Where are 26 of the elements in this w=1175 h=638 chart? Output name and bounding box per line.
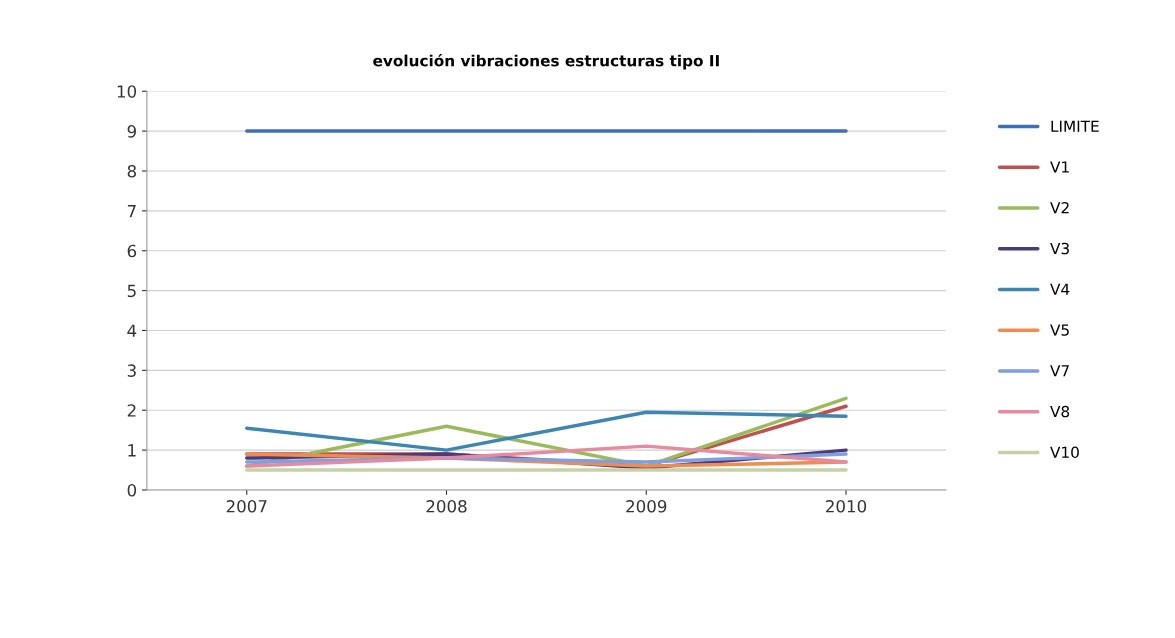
y-tick-label: 6 bbox=[127, 244, 137, 258]
y-tick-label: 10 bbox=[117, 85, 137, 98]
y-tick-label: 2 bbox=[127, 404, 136, 417]
y-tick-label: 7 bbox=[127, 205, 136, 218]
y-tick-label: 8 bbox=[127, 164, 137, 178]
line-series bbox=[245, 410, 848, 452]
legend-label: V4 bbox=[1050, 283, 1070, 295]
legend-label: V5 bbox=[1050, 324, 1069, 336]
legend-label: V1 bbox=[1050, 161, 1069, 173]
legend-label: V7 bbox=[1050, 365, 1069, 377]
y-tick-label: 0 bbox=[127, 483, 137, 497]
legend-label: V3 bbox=[1050, 242, 1069, 255]
y-tick-label: 1 bbox=[128, 444, 136, 457]
legend-label: LIMITE bbox=[1051, 120, 1099, 132]
y-tick-label: 5 bbox=[127, 284, 136, 298]
x-tick-label: 2007 bbox=[226, 500, 267, 513]
y-tick-label: 9 bbox=[127, 125, 136, 138]
legend-label: V8 bbox=[1050, 405, 1070, 418]
y-tick-label: 3 bbox=[127, 364, 136, 377]
legend-label: V2 bbox=[1050, 201, 1069, 214]
x-tick-label: 2008 bbox=[426, 500, 467, 513]
chart-title: evolución vibraciones estructuras tipo II bbox=[373, 54, 719, 70]
legend-label: V10 bbox=[1050, 446, 1079, 459]
x-tick-label: 2009 bbox=[626, 500, 667, 513]
x-tick-label: 2010 bbox=[826, 500, 867, 513]
y-tick-label: 4 bbox=[127, 324, 137, 337]
